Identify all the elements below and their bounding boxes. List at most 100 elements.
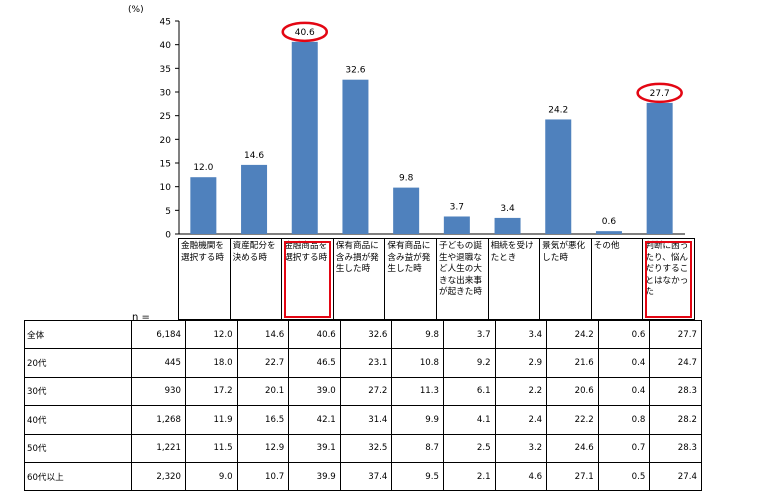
category-label: 相続を受けたとき	[487, 238, 541, 320]
bar	[646, 102, 673, 235]
category-label-row: 金融機関を選択する時 資産配分を決める時 金融商品を選択する時 保有商品に含み損が発生…	[178, 238, 695, 320]
y-tick-label: 25	[160, 112, 171, 122]
bar	[241, 164, 268, 234]
table-cell: 18.0	[185, 348, 238, 378]
table-cell: 17.2	[185, 376, 238, 407]
table-cell: 10.8	[391, 348, 444, 378]
table-cell: 40.6	[288, 319, 341, 350]
data-label: 12.0	[193, 163, 213, 173]
table-cell: 39.1	[288, 433, 341, 463]
data-label: 32.6	[345, 66, 365, 76]
table-cell: 3.2	[494, 433, 548, 463]
table-cell: 2.2	[494, 376, 548, 407]
y-tick-label: 20	[160, 136, 172, 146]
category-label: 判断に困ったり、悩んだりすることはなかった	[642, 238, 695, 320]
data-label: 24.2	[548, 105, 568, 115]
highlight-ellipse	[281, 21, 328, 43]
table-cell: 11.3	[391, 376, 444, 407]
row-label: 50代	[24, 433, 132, 463]
data-label: 27.7	[650, 89, 670, 99]
category-label-text: その他	[593, 241, 620, 251]
y-tick-label: 10	[160, 183, 172, 193]
data-label: 9.8	[399, 174, 414, 184]
category-label-text: 金融機関を選択する時	[181, 241, 224, 263]
table-cell: 2.4	[494, 405, 548, 435]
n-label: n =	[132, 312, 150, 323]
table-cell: 0.7	[597, 433, 651, 463]
table-cell: 8.7	[391, 433, 444, 463]
category-label: 保有商品に含み損が発生した時	[332, 238, 386, 320]
table-cell: 28.2	[649, 405, 702, 435]
bar	[443, 216, 470, 234]
category-label-text: 判断に困ったり、悩んだりすることはなかった	[645, 241, 689, 298]
table-cell: 27.7	[649, 319, 702, 350]
table-cell: 22.7	[236, 348, 290, 378]
y-tick-label: 40	[160, 41, 172, 51]
table-cell: 22.2	[546, 405, 599, 435]
sample-size-cell: 1,268	[131, 405, 186, 435]
table-cell: 16.5	[236, 405, 290, 435]
row-label: 60代以上	[24, 461, 132, 491]
table-cell: 6.1	[442, 376, 496, 407]
table-cell: 3.7	[442, 319, 496, 350]
table-row: 30代 930 17.2 20.1 39.0 27.2 11.3 6.1 2.2 20.6 0.4 2…	[24, 376, 702, 407]
table-cell: 24.7	[649, 348, 702, 378]
table-cell: 0.4	[597, 348, 651, 378]
table-cell: 23.1	[339, 348, 393, 378]
table-cell: 39.9	[288, 461, 341, 491]
sample-size-cell: 930	[131, 376, 186, 407]
table-cell: 4.6	[494, 461, 548, 491]
bar	[595, 231, 622, 234]
table-cell: 31.4	[339, 405, 393, 435]
category-label-text: 資産配分を決める時	[232, 241, 276, 263]
table-cell: 9.9	[391, 405, 444, 435]
y-tick-label: 5	[165, 207, 171, 217]
table-cell: 0.5	[597, 461, 651, 491]
category-label: 資産配分を決める時	[229, 238, 283, 320]
category-label-text: 景気が悪化した時	[542, 241, 586, 263]
table-cell: 2.1	[442, 461, 496, 491]
table-cell: 27.1	[546, 461, 599, 491]
table-cell: 4.1	[442, 405, 496, 435]
row-label: 40代	[24, 405, 132, 435]
data-label: 3.4	[500, 204, 515, 214]
y-tick-label: 0	[165, 231, 171, 241]
data-label: 40.6	[295, 28, 315, 38]
table-cell: 0.6	[597, 319, 651, 350]
y-axis-unit: (%)	[128, 5, 144, 15]
sample-size-cell: 445	[131, 348, 186, 378]
y-axis: 0 5 10 15 20 25 30 35 40 45	[160, 18, 685, 241]
table-cell: 0.4	[597, 376, 651, 407]
bar	[545, 119, 572, 234]
y-tick-label: 35	[160, 65, 171, 75]
category-label: 景気が悪化した時	[539, 238, 592, 320]
table-cell: 27.4	[649, 461, 702, 491]
table-cell: 9.5	[391, 461, 444, 491]
value-labels: 12.0 14.6 40.6 32.6 9.8 3.7 3.4 24.2 0.6 27.7	[193, 28, 669, 227]
table-cell: 12.0	[185, 319, 238, 350]
table-cell: 9.8	[391, 319, 444, 350]
row-label: 20代	[24, 348, 132, 378]
table-cell: 14.6	[236, 319, 290, 350]
table-cell: 24.6	[546, 433, 599, 463]
data-label: 0.6	[602, 217, 617, 227]
category-label: 子どもの誕生や退職など人生の大きな出来事が起きた時	[435, 238, 489, 320]
table-cell: 12.9	[236, 433, 290, 463]
bars	[190, 41, 673, 235]
table-cell: 11.5	[185, 433, 238, 463]
table-cell: 32.5	[339, 433, 393, 463]
category-label: その他	[590, 238, 644, 320]
data-label: 3.7	[450, 202, 464, 212]
table-cell: 28.3	[649, 433, 702, 463]
table-cell: 3.4	[494, 319, 548, 350]
y-tick-label: 45	[160, 18, 171, 28]
y-tick-label: 30	[160, 89, 172, 99]
table-row: 20代 445 18.0 22.7 46.5 23.1 10.8 9.2 2.9 21.6 0.4 2…	[24, 348, 702, 378]
table-cell: 37.4	[339, 461, 393, 491]
category-label: 保有商品に含み益が発生した時	[384, 238, 437, 320]
sample-size-cell: 6,184	[131, 319, 186, 350]
category-label: 金融機関を選択する時	[178, 238, 231, 320]
table-cell: 21.6	[546, 348, 599, 378]
table-cell: 10.7	[236, 461, 290, 491]
bar-chart: (%) 0 5 10 15 20 25 30 35 40 45 12.0 14.6 40.6 32.6 9…	[128, 5, 685, 241]
